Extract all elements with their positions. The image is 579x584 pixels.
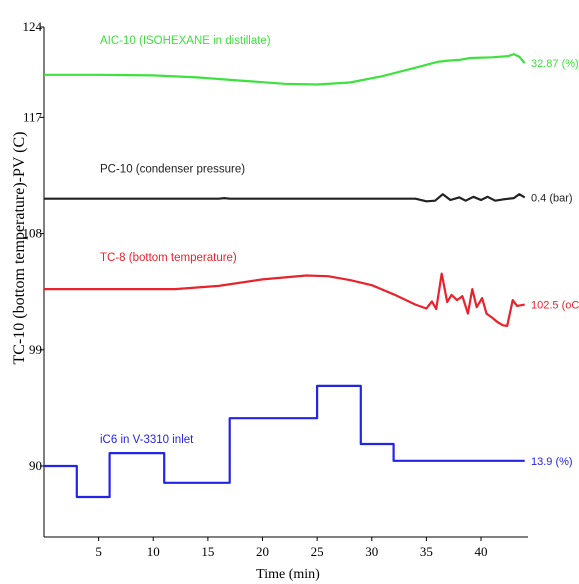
ticks-layer: 5 10 15 20 25 30 35 40 90 99 108 117 124 <box>23 19 488 559</box>
series-line-pc-10 <box>44 193 526 203</box>
axes <box>43 27 528 538</box>
y-tick-label: 99 <box>29 342 42 357</box>
x-tick-label: 25 <box>311 544 324 559</box>
x-tick-label: 15 <box>201 544 214 559</box>
y-tick-label: 117 <box>23 109 43 124</box>
series-end-value-pc-10: 0.4 (bar) <box>531 192 573 204</box>
x-tick-label: 30 <box>365 544 378 559</box>
y-tick-label: 124 <box>23 19 43 34</box>
y-tick-label: 108 <box>23 226 43 241</box>
y-tick-label: 90 <box>29 458 42 473</box>
x-tick-label: 20 <box>256 544 269 559</box>
series-end-value-tc-8: 102.5 (oC) <box>531 300 579 312</box>
x-tick-label: 5 <box>95 544 102 559</box>
series-end-value-aic-10: 32.87 (%) <box>531 58 579 70</box>
series-name-tc-8: TC-8 (bottom temperature) <box>100 252 237 264</box>
series-name-ic6: iC6 in V-3310 inlet <box>100 434 194 446</box>
x-tick-label: 10 <box>147 544 160 559</box>
series-name-pc-10: PC-10 (condenser pressure) <box>100 164 245 176</box>
x-tick-label: 40 <box>475 544 488 559</box>
labels-layer: AIC-10 (ISOHEXANE in distillate) 32.87 (%… <box>100 35 579 468</box>
series-line-ic6 <box>44 384 525 499</box>
x-tick-label: 35 <box>420 544 433 559</box>
series-layer <box>44 53 526 499</box>
series-name-aic-10: AIC-10 (ISOHEXANE in distillate) <box>100 35 271 47</box>
x-axis-label: Time (min) <box>256 567 320 582</box>
series-end-value-ic6: 13.9 (%) <box>531 456 573 468</box>
y-axis-label: TC-10 (bottom temperature)-PV (C) <box>11 132 28 365</box>
series-line-tc-8 <box>44 272 525 327</box>
series-line-aic-10 <box>44 53 526 86</box>
